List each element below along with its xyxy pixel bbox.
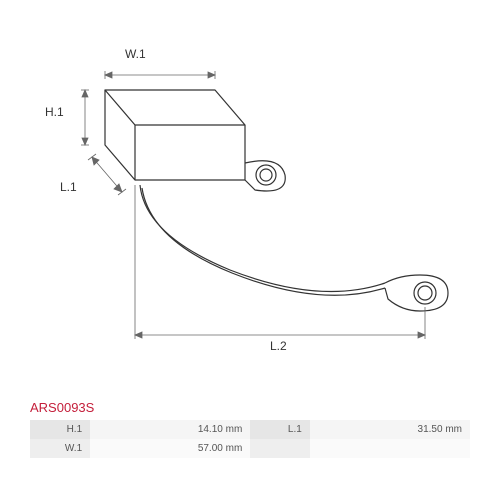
label-h1: H.1: [45, 105, 64, 119]
spec-label: H.1: [30, 420, 90, 439]
technical-diagram: W.1 H.1 L.1 L.2: [30, 35, 470, 365]
label-l1: L.1: [60, 180, 77, 194]
spec-value: 57.00 mm: [90, 439, 250, 458]
table-row: W.1 57.00 mm: [30, 439, 470, 458]
label-l2: L.2: [270, 339, 287, 353]
spec-value: 14.10 mm: [90, 420, 250, 439]
spec-label: L.1: [250, 420, 310, 439]
spec-table: H.1 14.10 mm L.1 31.50 mm W.1 57.00 mm: [30, 420, 470, 458]
spec-value: 31.50 mm: [310, 420, 470, 439]
label-w1: W.1: [125, 47, 146, 61]
part-number: ARS0093S: [30, 400, 94, 415]
spec-label: W.1: [30, 439, 90, 458]
table-row: H.1 14.10 mm L.1 31.50 mm: [30, 420, 470, 439]
